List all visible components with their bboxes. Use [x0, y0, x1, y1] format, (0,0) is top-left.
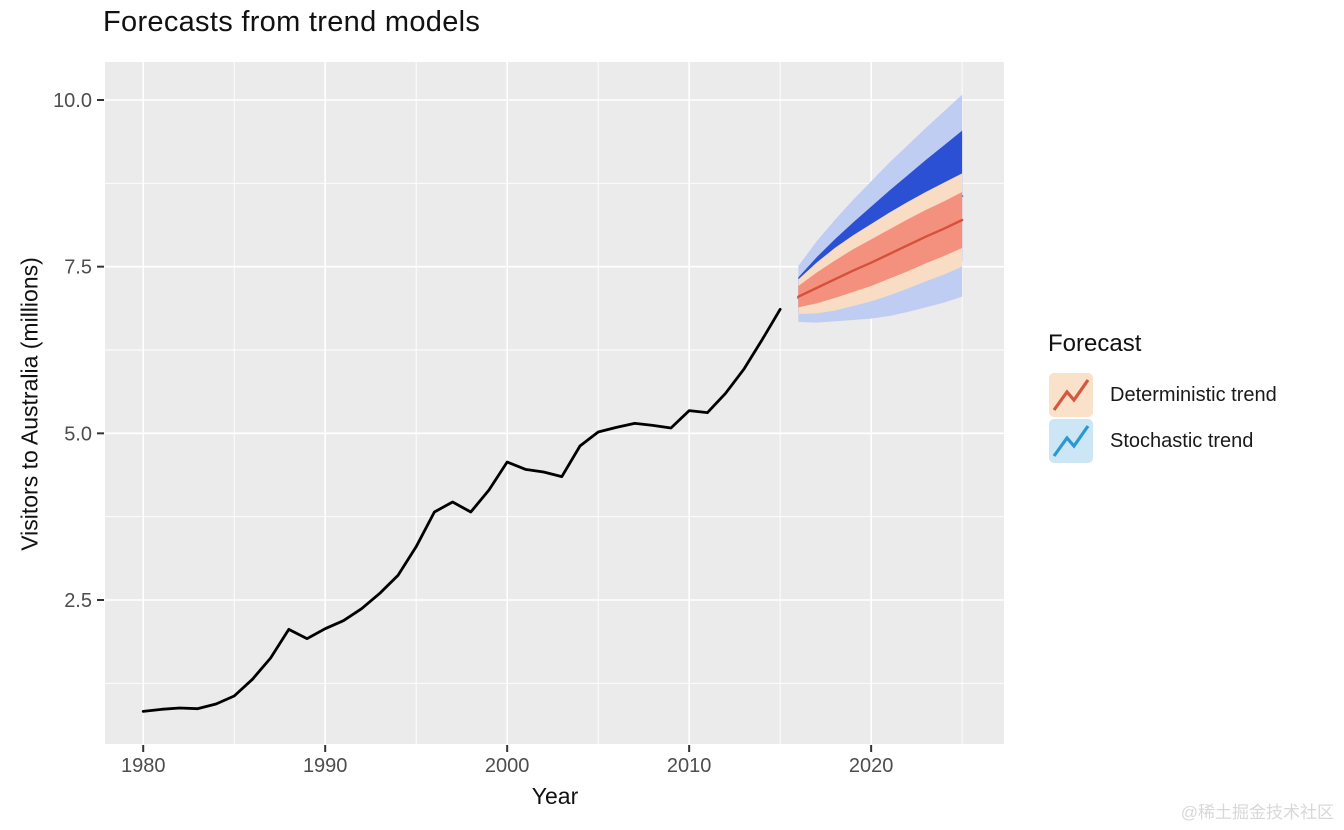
deterministic-mean-line [797, 218, 964, 298]
y-tick-label: 2.5 [64, 590, 92, 612]
legend-label-stochastic: Stochastic trend [1110, 429, 1254, 452]
x-tick-label: 1990 [303, 755, 348, 777]
legend-title: Forecast [1048, 330, 1142, 357]
x-tick-label: 2010 [667, 755, 712, 777]
legend-item-stochastic: Stochastic trend [1048, 418, 1277, 464]
deterministic-trend-key-icon [1049, 373, 1093, 417]
x-tick-label: 1980 [121, 755, 166, 777]
legend: Forecast Deterministic trend Stochastic … [1048, 330, 1277, 464]
x-axis-title: Year [531, 783, 579, 809]
deterministic-key-line [1052, 379, 1090, 411]
stochastic-trend-key-icon [1049, 419, 1093, 463]
y-tick-label: 7.5 [64, 257, 92, 279]
x-tick-label: 2020 [849, 755, 894, 777]
watermark: @稀土掘金技术社区 [1180, 803, 1334, 822]
y-axis-title: Visitors to Australia (millions) [16, 257, 43, 551]
history-line [141, 307, 782, 713]
x-tick-label: 2000 [485, 755, 530, 777]
legend-label-deterministic: Deterministic trend [1110, 383, 1277, 406]
y-tick-label: 10.0 [53, 90, 92, 112]
deterministic-80-ribbon [798, 192, 963, 308]
chart-title: Forecasts from trend models [103, 6, 481, 38]
plot-panel [105, 62, 1004, 744]
legend-item-deterministic: Deterministic trend [1048, 372, 1277, 418]
stochastic-key-line [1052, 425, 1090, 457]
y-tick-label: 5.0 [64, 423, 92, 445]
